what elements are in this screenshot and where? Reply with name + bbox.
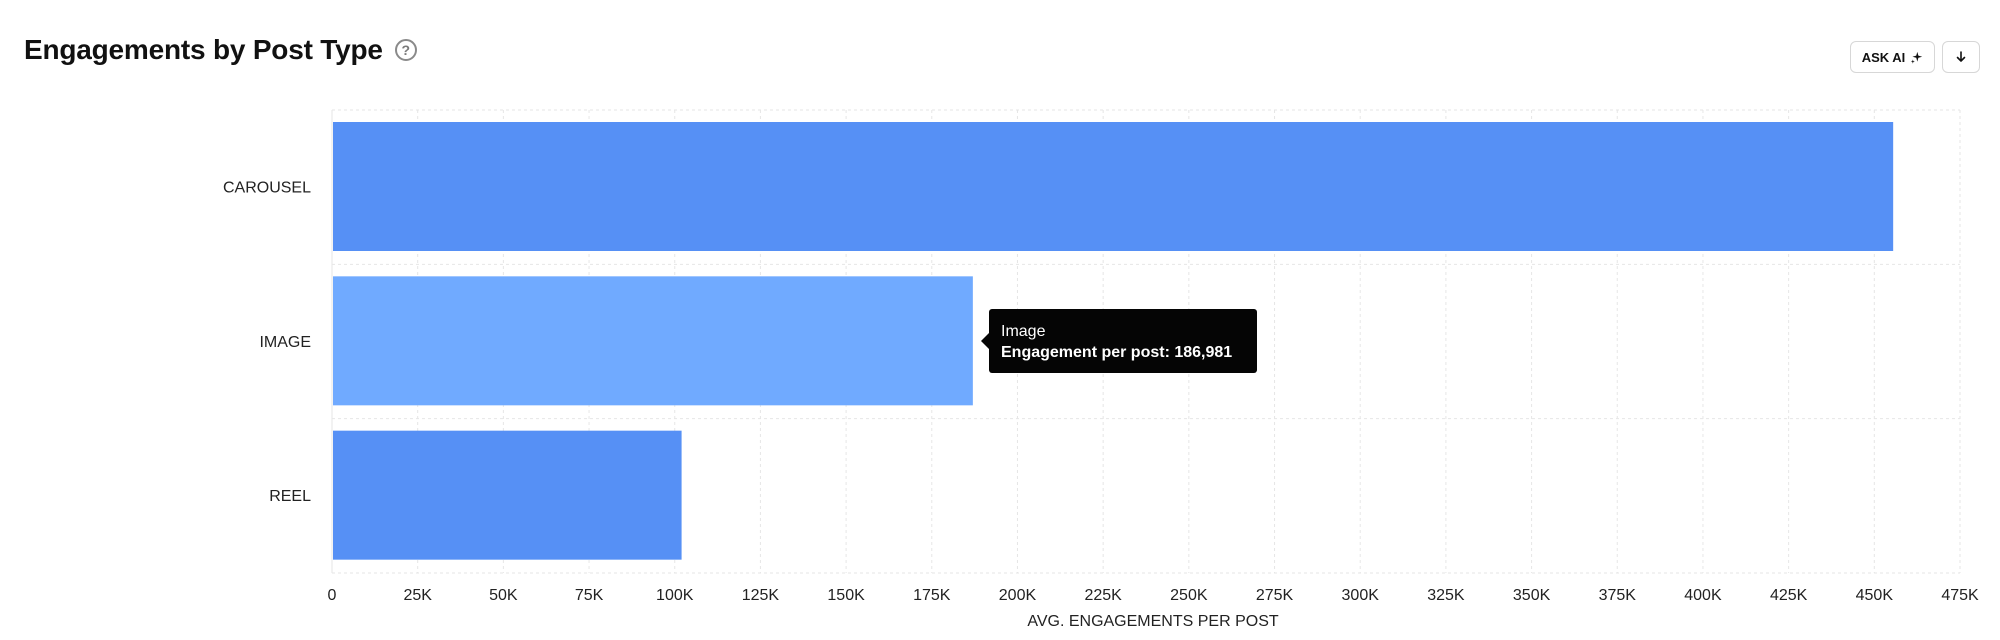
x-tick-labels: 0 25K 50K 75K 100K 125K 150K 175K 200K 225K 250K 27…: [328, 587, 1979, 604]
x-tick-label: 400K: [1684, 587, 1722, 604]
x-tick-label: 25K: [403, 587, 432, 604]
x-tick-label: 100K: [656, 587, 694, 604]
download-button[interactable]: [1942, 41, 1980, 73]
x-tick-label: 275K: [1256, 587, 1294, 604]
x-tick-label: 75K: [575, 587, 604, 604]
help-icon[interactable]: ?: [394, 39, 417, 61]
bars-layer: [333, 122, 1894, 560]
tooltip-category: Image: [1001, 323, 1046, 340]
arrow-down-icon: [1956, 51, 1966, 62]
chart-title: Engagements by Post Type: [24, 34, 383, 65]
sparkle-icon: [1911, 51, 1923, 64]
category-label-reel: REEL: [269, 488, 311, 505]
x-tick-label: 250K: [1170, 587, 1208, 604]
x-axis-title: AVG. ENGAGEMENTS PER POST: [1027, 613, 1279, 630]
grid-layer: [331, 109, 1961, 574]
ask-ai-label: ASK AI: [1861, 49, 1906, 65]
chart-actions: ASK AI: [1850, 41, 1980, 73]
x-tick-label: 175K: [913, 587, 951, 604]
x-tick-label: 200K: [999, 587, 1037, 604]
category-label-carousel: CAROUSEL: [223, 180, 311, 197]
bar-image[interactable]: [333, 276, 973, 406]
x-tick-label: 50K: [489, 587, 518, 604]
category-labels: CAROUSEL IMAGE REEL: [223, 180, 311, 506]
x-tick-label: 125K: [742, 587, 780, 604]
category-label-image: IMAGE: [259, 334, 311, 351]
x-tick-label: 150K: [827, 587, 865, 604]
tooltip-value: Engagement per post: 186,981: [1001, 344, 1233, 361]
x-tick-label: 425K: [1770, 587, 1808, 604]
chart-header: Engagements by Post Type ?: [24, 34, 417, 66]
bar-reel[interactable]: [333, 430, 682, 560]
x-tick-label: 450K: [1856, 587, 1894, 604]
x-tick-label: 325K: [1427, 587, 1465, 604]
x-tick-label: 375K: [1599, 587, 1637, 604]
x-tick-label: 475K: [1941, 587, 1979, 604]
chart-tooltip: Image Engagement per post: 186,981: [981, 309, 1257, 373]
x-tick-label: 300K: [1342, 587, 1380, 604]
bar-carousel[interactable]: [333, 122, 1894, 251]
x-tick-label: 225K: [1084, 587, 1122, 604]
x-tick-label: 0: [328, 587, 337, 604]
x-tick-label: 350K: [1513, 587, 1551, 604]
ask-ai-button[interactable]: ASK AI: [1850, 41, 1935, 73]
